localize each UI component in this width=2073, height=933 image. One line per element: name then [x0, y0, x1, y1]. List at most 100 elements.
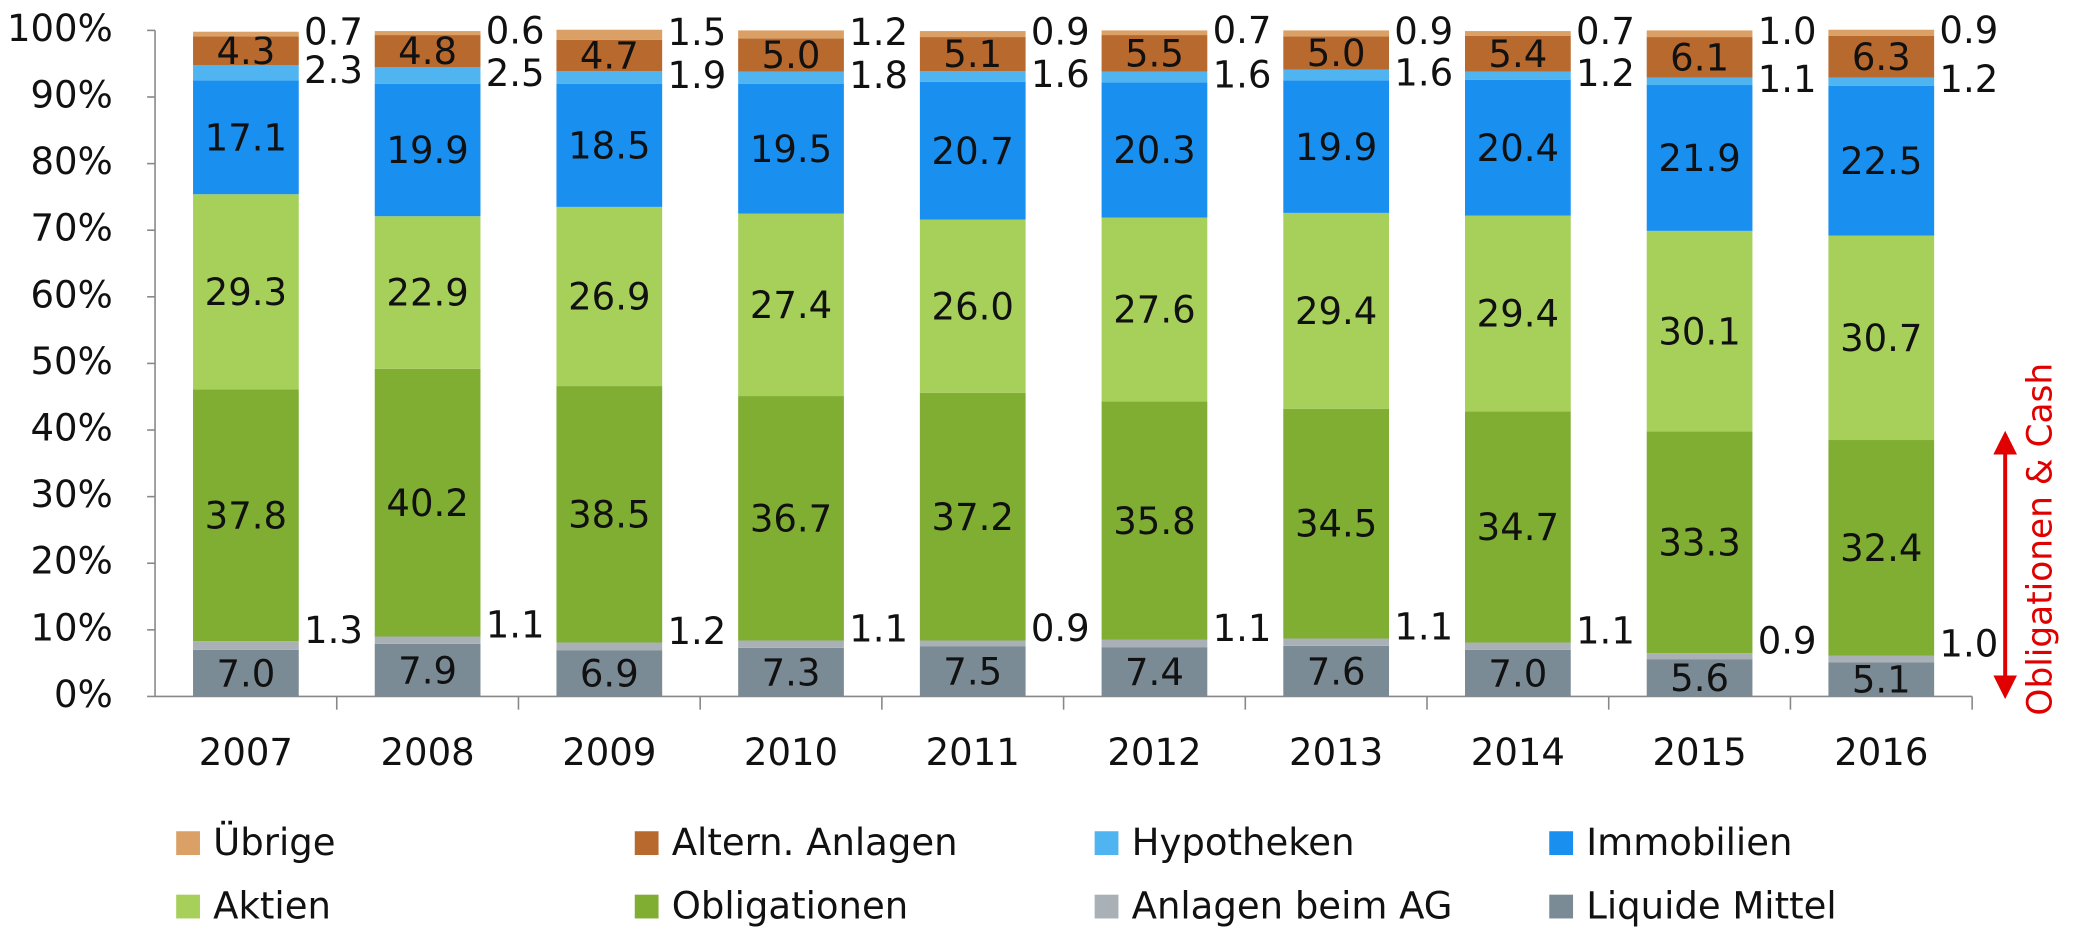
- legend-label: Immobilien: [1586, 821, 1792, 864]
- y-tick-label: 70%: [31, 207, 113, 250]
- data-label: 1.8: [849, 54, 908, 97]
- legend-label: Altern. Anlagen: [672, 821, 958, 864]
- bar-segment: [1828, 662, 1935, 697]
- bar-segment: [374, 216, 481, 369]
- legend-label: Übrige: [213, 821, 335, 864]
- data-label: 37.2: [932, 496, 1014, 539]
- data-label: 1.6: [1031, 53, 1090, 96]
- data-label: 1.2: [849, 11, 908, 54]
- x-tick-label: 2011: [926, 731, 1020, 774]
- bar-segment: [556, 386, 663, 643]
- data-label: 7.3: [762, 651, 821, 694]
- bar-segment: [1828, 440, 1935, 656]
- bar-segment: [193, 389, 299, 642]
- data-label: 19.5: [750, 128, 832, 171]
- data-label: 0.9: [1031, 11, 1090, 54]
- bar-segment: [1465, 642, 1571, 650]
- data-label: 32.4: [1840, 527, 1922, 570]
- bar-segment: [1101, 71, 1208, 83]
- data-label: 22.9: [386, 272, 468, 315]
- data-label: 4.3: [216, 30, 275, 73]
- bar-segment: [374, 643, 481, 697]
- legend-label: Anlagen beim AG: [1132, 884, 1453, 927]
- bar-segment: [919, 71, 1026, 82]
- data-label: 5.5: [1125, 33, 1184, 76]
- legend-swatch: [1549, 894, 1574, 919]
- bar-segment: [919, 219, 1026, 393]
- bar-segment: [374, 35, 481, 68]
- x-tick-label: 2010: [744, 731, 838, 774]
- bar-segment: [1465, 31, 1571, 36]
- data-label: 1.6: [1213, 54, 1272, 97]
- data-label: 29.3: [205, 271, 287, 314]
- data-label: 1.9: [667, 54, 726, 97]
- bar-segment: [1283, 212, 1390, 409]
- y-tick-label: 50%: [31, 340, 113, 383]
- bar-segment: [1101, 217, 1208, 402]
- legend-swatch: [1094, 894, 1119, 919]
- data-label: 38.5: [568, 493, 650, 536]
- legend-label: Liquide Mittel: [1586, 884, 1836, 927]
- bar-segment: [1646, 659, 1753, 697]
- bar-segment: [919, 37, 1026, 72]
- bar-segment: [738, 396, 844, 641]
- bar-segment: [374, 31, 481, 36]
- data-label: 1.0: [1939, 622, 1998, 665]
- bar-segment: [1646, 85, 1753, 231]
- data-label: 5.6: [1670, 657, 1729, 700]
- y-tick-label: 30%: [31, 473, 113, 516]
- bar-segment: [556, 642, 663, 651]
- x-tick-label: 2007: [199, 731, 293, 774]
- data-label: 0.7: [1576, 10, 1635, 53]
- data-label: 0.6: [486, 10, 545, 53]
- data-label: 7.5: [943, 651, 1002, 694]
- data-label: 6.9: [580, 653, 639, 696]
- data-label: 0.9: [1939, 9, 1998, 52]
- data-label: 40.2: [386, 482, 468, 525]
- data-label: 5.1: [943, 33, 1002, 76]
- bar-segment: [1646, 653, 1753, 660]
- y-tick-label: 100%: [7, 7, 113, 50]
- bar-segment: [1101, 647, 1208, 697]
- bar-segment: [919, 31, 1026, 38]
- data-label: 5.1: [1852, 659, 1911, 702]
- data-label: 34.7: [1477, 506, 1559, 549]
- bar-segment: [1101, 401, 1208, 640]
- bar-segment: [556, 206, 663, 387]
- data-label: 5.0: [1307, 32, 1366, 75]
- bar-segment: [1646, 37, 1753, 78]
- data-label: 4.7: [580, 35, 639, 78]
- data-label: 7.4: [1125, 651, 1184, 694]
- data-label: 30.1: [1658, 310, 1740, 353]
- bar-segment: [1646, 230, 1753, 432]
- y-tick-label: 60%: [31, 273, 113, 316]
- bar-segment: [738, 38, 844, 72]
- bar-segment: [1828, 35, 1935, 78]
- data-label: 1.1: [1213, 607, 1272, 650]
- bar-segment: [919, 81, 1026, 220]
- legend-swatch: [634, 831, 659, 856]
- bar-segment: [556, 29, 663, 40]
- data-label: 6.3: [1852, 36, 1911, 79]
- data-label: 1.2: [1939, 58, 1998, 101]
- bar-segment: [1465, 35, 1571, 72]
- data-label: 27.4: [750, 284, 832, 327]
- bar-segment: [1828, 29, 1935, 36]
- bar-segment: [193, 649, 299, 697]
- data-label: 36.7: [750, 497, 832, 540]
- data-label: 29.4: [1477, 293, 1559, 336]
- bar-segment: [1828, 235, 1935, 441]
- y-tick-label: 0%: [54, 673, 113, 716]
- bar-segment: [193, 641, 299, 650]
- bar-segment: [1646, 77, 1753, 86]
- data-label: 37.8: [205, 494, 287, 537]
- x-tick-label: 2009: [562, 731, 656, 774]
- data-label: 1.1: [849, 607, 908, 650]
- data-label: 1.1: [486, 603, 545, 646]
- data-label: 1.3: [304, 609, 363, 652]
- data-label: 1.1: [1394, 605, 1453, 648]
- bar-segment: [738, 83, 844, 214]
- x-tick-label: 2013: [1289, 731, 1383, 774]
- data-label: 2.3: [304, 49, 363, 92]
